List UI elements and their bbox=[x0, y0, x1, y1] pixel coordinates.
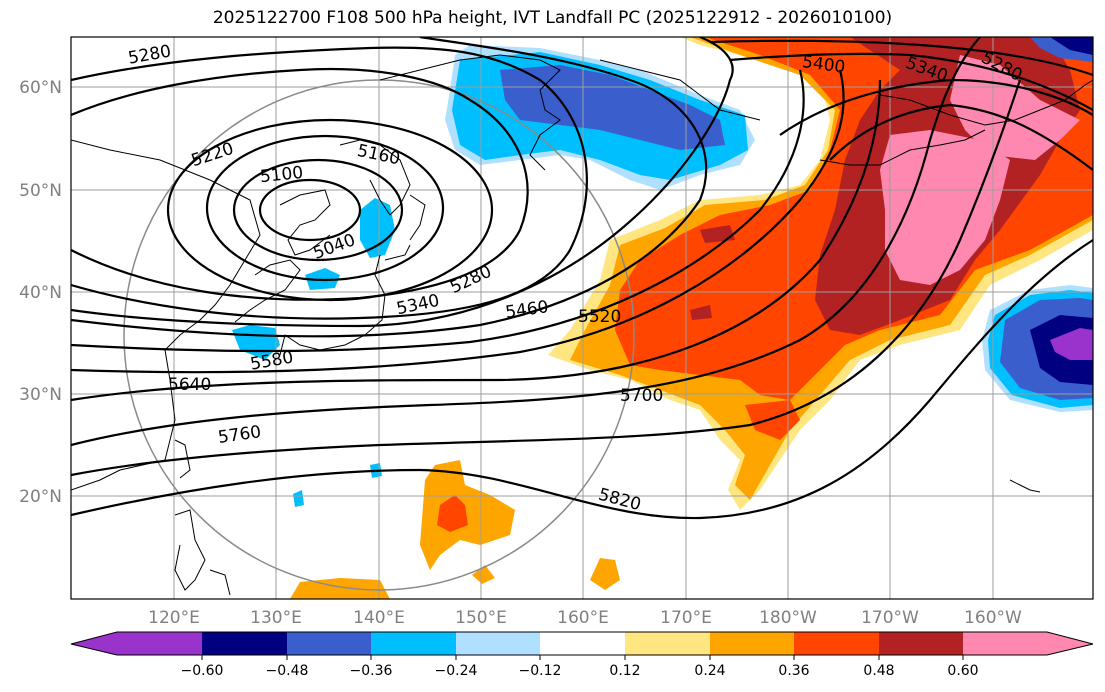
height-contours bbox=[71, 37, 1093, 520]
lon-label: 170°E bbox=[660, 608, 712, 628]
lon-label: 170°W bbox=[861, 608, 919, 628]
colorbar-min-arrow bbox=[71, 632, 117, 655]
contour-label: 5100 bbox=[259, 163, 304, 187]
colorbar-tick: 0.60 bbox=[947, 663, 978, 679]
lon-label: 150°E bbox=[455, 608, 507, 628]
negative-anomaly-shading bbox=[232, 37, 1093, 507]
latitude-axis-labels: 60°N 50°N 40°N 30°N 20°N bbox=[19, 78, 62, 507]
colorbar-tick: 0.24 bbox=[694, 663, 725, 679]
colorbar-tick: −0.48 bbox=[266, 663, 309, 679]
lat-label: 30°N bbox=[19, 385, 62, 405]
lon-label: 120°E bbox=[148, 608, 200, 628]
colorbar-tick: −0.12 bbox=[519, 663, 562, 679]
lat-label: 40°N bbox=[19, 283, 62, 303]
colorbar-tick: 0.48 bbox=[863, 663, 894, 679]
contour-label: 5640 bbox=[168, 375, 211, 395]
plot-frame bbox=[70, 36, 1094, 600]
colorbar-tick: −0.24 bbox=[435, 663, 478, 679]
longitude-axis-labels: 120°E 130°E 140°E 150°E 160°E 170°E 180°… bbox=[148, 608, 1022, 628]
positive-anomaly-shading bbox=[290, 37, 1093, 599]
colorbar-tick: −0.60 bbox=[181, 663, 224, 679]
map-plot-area: 5280 5220 5100 5160 5040 5280 5340 5460 … bbox=[71, 37, 1093, 599]
lat-label: 50°N bbox=[19, 181, 62, 201]
lon-label: 140°E bbox=[353, 608, 405, 628]
figure-title: 2025122700 F108 500 hPa height, IVT Land… bbox=[212, 8, 893, 28]
lat-label: 60°N bbox=[19, 78, 62, 98]
contour-label: 5520 bbox=[578, 307, 621, 327]
colorbar-max-arrow bbox=[1047, 632, 1093, 655]
lon-label: 130°E bbox=[250, 608, 302, 628]
contour-label: 5700 bbox=[620, 386, 663, 406]
range-circle bbox=[123, 79, 635, 591]
colorbar-tick: 0.36 bbox=[778, 663, 809, 679]
colorbar: −0.60 −0.48 −0.36 −0.24 −0.12 0.12 0.24 … bbox=[70, 631, 1094, 679]
colorbar-tick: −0.36 bbox=[350, 663, 393, 679]
lat-label: 20°N bbox=[19, 487, 62, 507]
lon-label: 180°W bbox=[759, 608, 817, 628]
lon-label: 160°W bbox=[964, 608, 1022, 628]
colorbar-tick: 0.12 bbox=[609, 663, 640, 679]
lon-label: 160°E bbox=[557, 608, 609, 628]
